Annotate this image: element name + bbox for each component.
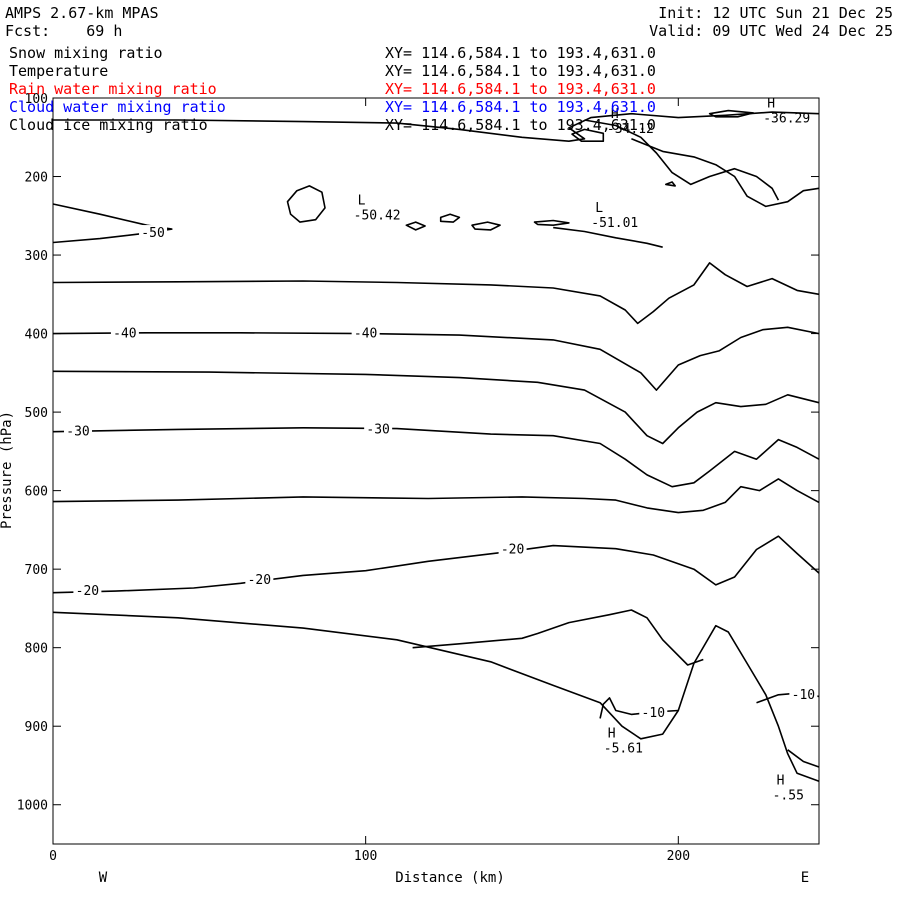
extremum-value: -34.12 (607, 122, 654, 137)
y-tick-label: 700 (25, 563, 48, 578)
contour-label: -10 (642, 706, 665, 721)
contour-label: -20 (248, 573, 271, 588)
x-axis-title: Distance (km) (395, 870, 505, 886)
temperature-contour-line (631, 138, 820, 208)
temperature-contour-line (787, 749, 820, 768)
temperature-closed-contour (533, 219, 570, 226)
extremum-value: -36.29 (763, 112, 810, 127)
contour-label: -10 (792, 688, 815, 703)
y-tick-label: 400 (25, 328, 48, 343)
contour-label: -40 (113, 327, 136, 342)
contour-label-background (139, 225, 168, 240)
legend-field-xy: XY= 114.6,584.1 to 193.4,631.0 (385, 80, 656, 98)
extremum-marker-l: L (595, 201, 603, 216)
contour-label: -30 (66, 425, 89, 440)
contour-label-background (73, 583, 102, 598)
x-tick-label: 200 (667, 849, 690, 864)
y-axis-title: Pressure (hPa) (0, 411, 15, 529)
contour-label: -20 (76, 584, 99, 599)
extremum-marker-l: L (358, 193, 366, 208)
temperature-contour-line (52, 326, 820, 391)
contour-label-background (639, 704, 668, 719)
legend-field-xy: XY= 114.6,584.1 to 193.4,631.0 (385, 44, 656, 62)
temperature-contour-line (52, 203, 173, 244)
legend-field-xy: XY= 114.6,584.1 to 193.4,631.0 (385, 116, 656, 134)
temperature-closed-contour (286, 185, 326, 223)
extremum-marker-h: H (767, 97, 775, 112)
y-tick-label: 800 (25, 642, 48, 657)
contour-label: -30 (366, 422, 389, 437)
extremum-marker-h: H (608, 726, 616, 741)
extrema-markers: H-34.12H-36.29L-50.42 L-51.01H-5.61H-.55 (354, 97, 811, 804)
temperature-contour-line (52, 370, 820, 445)
extremum-marker-h: H (611, 107, 619, 122)
x-tick-label: 0 (49, 849, 57, 864)
temperature-contour-line (52, 426, 820, 488)
temperature-closed-contour (439, 213, 461, 223)
y-tick-label: 1000 (17, 799, 48, 814)
temperature-closed-contour (405, 221, 426, 231)
temperature-contour-line (584, 119, 780, 201)
temperature-contour-line (53, 111, 820, 142)
temperature-closed-contour (708, 109, 755, 118)
temperature-contour-line (52, 478, 820, 514)
contour-label-background (245, 572, 274, 587)
legend-field-name: Temperature (9, 62, 109, 80)
contour-label: -40 (354, 327, 377, 342)
y-tick-label: 500 (25, 406, 48, 421)
forecast-hour: Fcst: 69 h (5, 22, 123, 40)
contour-label-background (364, 421, 393, 436)
y-tick-label: 200 (25, 171, 48, 186)
y-tick-label: 100 (25, 92, 48, 107)
temperature-contour-line (52, 262, 820, 325)
temperature-closed-contour (471, 221, 501, 231)
temperature-closed-contour (664, 181, 677, 187)
axis-ticks: 0 100 200 100 200 300 400 500 600 700 800 900 1000 (17, 92, 819, 864)
y-tick-label: 900 (25, 720, 48, 735)
contour-label-background (110, 325, 139, 340)
y-tick-label: 600 (25, 485, 48, 500)
legend-field-name: Rain water mixing ratio (9, 80, 217, 98)
temperature-contours (52, 109, 820, 782)
contour-label-background (351, 325, 380, 340)
contour-label: -20 (501, 543, 524, 558)
model-title: AMPS 2.67-km MPAS (5, 4, 159, 22)
x-end-label-east: E (801, 870, 809, 886)
legend-field-name: Cloud water mixing ratio (9, 98, 226, 116)
valid-time: Valid: 09 UTC Wed 24 Dec 25 (649, 22, 893, 40)
x-tick-label: 100 (354, 849, 377, 864)
legend-field-xy: XY= 114.6,584.1 to 193.4,631.0 (385, 62, 656, 80)
temperature-contour-line (52, 611, 820, 782)
temperature-contour-line (52, 535, 820, 594)
contour-label-background (789, 686, 818, 701)
extremum-value: -5.61 (604, 741, 643, 756)
extremum-value: -.55 (773, 789, 804, 804)
temperature-contour-line (553, 226, 663, 248)
y-tick-label: 300 (25, 249, 48, 264)
legend-field-name: Snow mixing ratio (9, 44, 163, 62)
init-time: Init: 12 UTC Sun 21 Dec 25 (658, 4, 893, 22)
extremum-marker-h: H (777, 774, 785, 789)
legend-field-xy: XY= 114.6,584.1 to 193.4,631.0 (385, 98, 656, 116)
plot-frame (52, 97, 820, 845)
extremum-value: -50.42 (354, 208, 401, 223)
contour-label-background (64, 423, 93, 438)
legend-field-name: Cloud ice mixing ratio (9, 116, 208, 134)
contour-label: -50 (141, 226, 164, 241)
contour-label-background (498, 541, 527, 556)
temperature-contour-line (412, 609, 704, 666)
x-end-label-west: W (99, 870, 108, 886)
extremum-value: -51.01 (591, 216, 638, 231)
temperature-closed-contour (571, 128, 605, 142)
contour-labels: -50 -40 -40 -30 -30 -20 -20 -20 -10 -10 (64, 225, 818, 721)
